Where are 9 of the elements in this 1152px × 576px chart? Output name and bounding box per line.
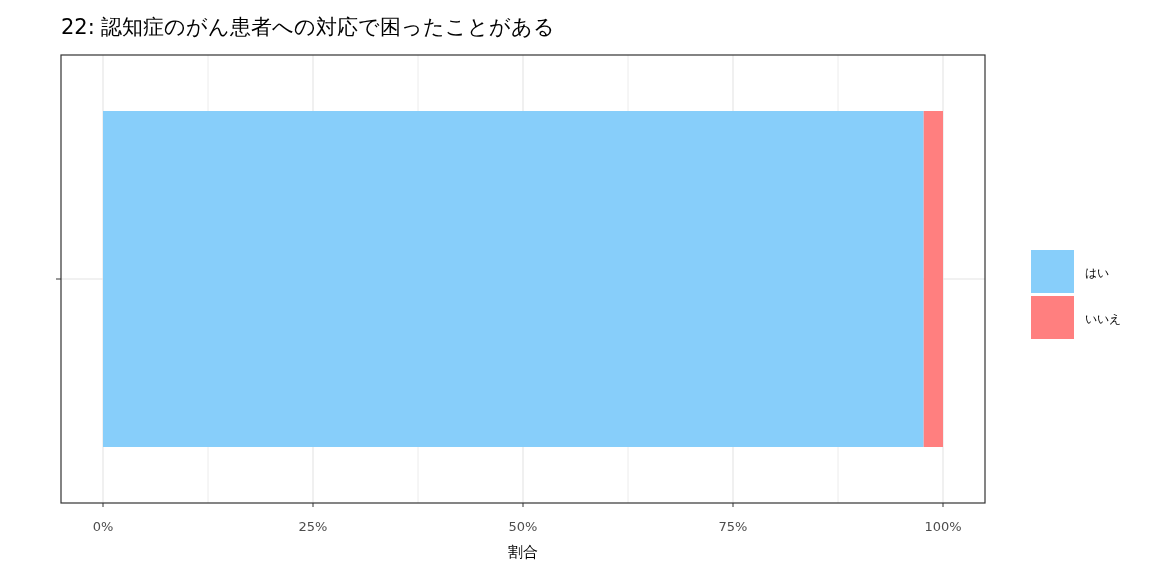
x-tick-label: 100% bbox=[924, 519, 962, 534]
x-tick-label: 75% bbox=[718, 519, 748, 534]
chart-title: 22: 認知症のがん患者への対応で困ったことがある bbox=[61, 15, 556, 39]
x-tick-label: 0% bbox=[92, 519, 114, 534]
x-axis-title: 割合 bbox=[508, 543, 538, 561]
text: いいえ bbox=[1085, 312, 1121, 326]
text: はい bbox=[1085, 266, 1109, 280]
x-tick-label: 25% bbox=[298, 519, 328, 534]
x-tick-label: 50% bbox=[508, 519, 538, 534]
